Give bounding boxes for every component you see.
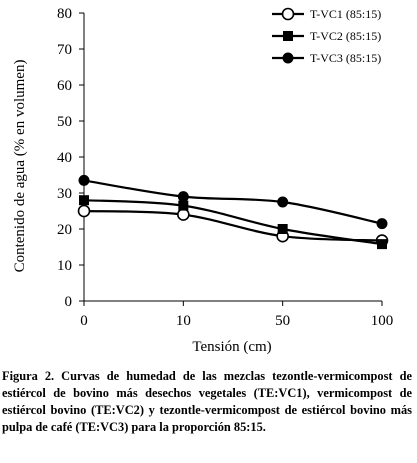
y-tick-label: 80 — [57, 6, 72, 22]
legend-marker — [281, 7, 295, 21]
y-tick-label: 40 — [57, 150, 72, 166]
data-point — [277, 196, 289, 208]
legend-item: T-VC1 (85:15) — [272, 7, 381, 21]
legend-label: T-VC1 (85:15) — [310, 7, 381, 21]
data-point — [79, 195, 89, 206]
y-tick-label: 60 — [57, 78, 72, 94]
x-axis-label: Tensión (cm) — [192, 339, 271, 355]
series-layer — [77, 174, 389, 250]
x-tick-label: 0 — [80, 313, 88, 329]
moisture-curves-chart: 0 10 20 30 40 50 60 70 80 0 10 50 100 T-VC1 (85:15)… — [12, 6, 393, 355]
data-point — [77, 204, 91, 218]
series-line — [83, 179, 383, 225]
legend-item: T-VC2 (85:15) — [272, 29, 381, 43]
series-line — [83, 199, 383, 246]
x-tick-label: 100 — [371, 313, 394, 329]
y-tick-label: 50 — [57, 114, 72, 130]
data-point — [177, 191, 189, 203]
y-axis-label: Contenido de agua (% en volumen) — [12, 60, 28, 273]
data-point — [177, 208, 190, 221]
y-tick-label: 0 — [65, 294, 73, 310]
y-axis-ticks: 0 10 20 30 40 50 60 70 80 — [57, 6, 84, 310]
chart-legend: T-VC1 (85:15) T-VC2 (85:15) T-VC3 (85:15) — [272, 7, 381, 65]
series-1 — [77, 204, 389, 247]
data-point — [277, 224, 288, 234]
legend-marker — [282, 52, 294, 64]
x-tick-label: 10 — [176, 313, 191, 329]
data-point — [377, 239, 387, 250]
y-tick-label: 20 — [57, 222, 72, 238]
series-line — [83, 209, 383, 242]
x-tick-label: 50 — [275, 313, 290, 329]
series-3 — [78, 174, 388, 230]
x-axis-ticks: 0 10 50 100 — [80, 301, 393, 329]
data-point — [376, 218, 388, 230]
legend-item: T-VC3 (85:15) — [272, 51, 381, 65]
legend-label: T-VC3 (85:15) — [310, 51, 381, 65]
series-2 — [79, 195, 387, 250]
y-tick-label: 70 — [57, 42, 72, 58]
data-point — [178, 200, 189, 211]
figure-caption: Figura 2. Curvas de humedad de las mezcl… — [2, 369, 412, 434]
data-point — [78, 174, 90, 186]
legend-label: T-VC2 (85:15) — [310, 29, 381, 43]
legend-marker — [283, 31, 293, 41]
y-tick-label: 30 — [57, 186, 72, 202]
y-tick-label: 10 — [57, 258, 72, 274]
